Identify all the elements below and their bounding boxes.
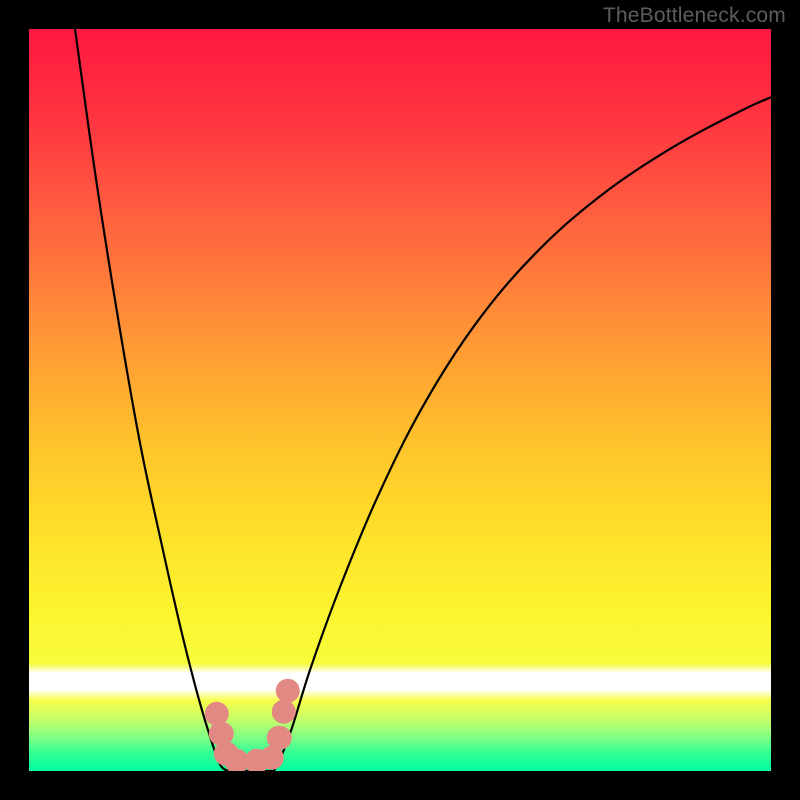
- bottleneck-curve: [29, 29, 771, 771]
- curve-right-branch: [274, 97, 771, 771]
- curve-left-branch: [75, 29, 228, 771]
- plot-area: [29, 29, 771, 771]
- watermark-text: TheBottleneck.com: [603, 4, 786, 28]
